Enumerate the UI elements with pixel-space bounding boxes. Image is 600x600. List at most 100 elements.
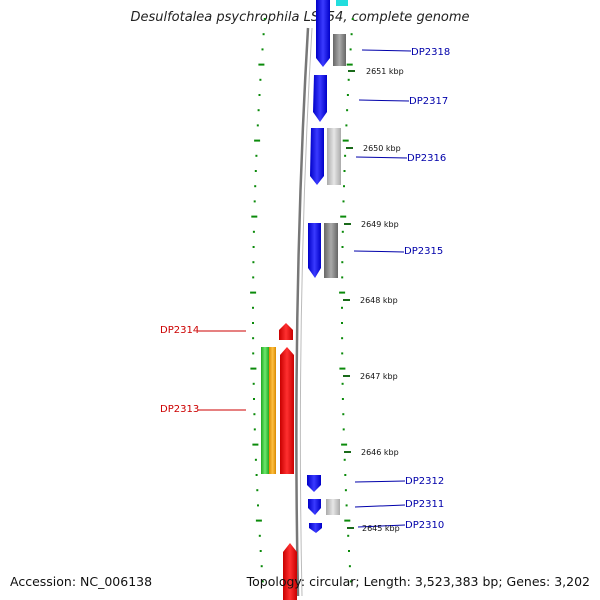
scale-ticks [343, 70, 355, 529]
gene-arrow-bottom [283, 543, 297, 600]
gene-label-dp2310[interactable]: DP2310 [405, 520, 444, 531]
guide-dot [341, 246, 344, 248]
guide-dot [253, 398, 255, 400]
grey-feature-1 [333, 34, 346, 66]
gene-arrow-dp2313 [280, 347, 294, 474]
genome-title: Desulfotalea psychrophila LSv54, complet… [130, 10, 470, 25]
guide-dot [257, 504, 259, 507]
genome-backbone [295, 27, 310, 597]
guide-dot [344, 154, 347, 157]
tick-label-2651: 2651 kbp [366, 67, 404, 76]
guide-dot [255, 474, 258, 476]
guide-dot [340, 215, 347, 218]
gene-arrow-dp2312 [307, 475, 321, 492]
guide-dot [254, 170, 257, 172]
reverse-leader-lines [198, 330, 246, 411]
guide-dot [252, 276, 255, 279]
tick-label-2649: 2649 kbp [361, 220, 399, 229]
guide-dot [344, 474, 347, 476]
guide-dot [252, 306, 254, 309]
tick-label-2645: 2645 kbp [362, 524, 400, 533]
guide-dot [341, 398, 344, 400]
gene-label-dp2318[interactable]: DP2318 [411, 47, 450, 58]
guide-dot [250, 367, 257, 370]
guide-dot [341, 443, 348, 446]
guide-dot [253, 200, 256, 203]
guide-dot [346, 109, 349, 112]
guide-dot [258, 94, 261, 96]
gene-label-dp2312[interactable]: DP2312 [405, 476, 444, 487]
gene-label-dp2316[interactable]: DP2316 [407, 153, 446, 164]
guide-dot [251, 215, 258, 218]
guide-dot [258, 534, 261, 537]
grey-feature-4 [326, 499, 340, 515]
guide-dot [252, 322, 254, 324]
guide-dot [348, 550, 350, 552]
guide-dot [346, 63, 353, 66]
guide-dot [342, 413, 345, 416]
guide-dot [346, 94, 349, 96]
guide-dot [257, 109, 260, 112]
green-feature [261, 347, 269, 474]
guide-dot [341, 322, 343, 324]
gene-arrow-dp2314 [279, 323, 293, 340]
tick-label-2646: 2646 kbp [361, 448, 399, 457]
guide-dot [252, 337, 255, 340]
guide-dot [254, 185, 257, 188]
guide-dot [350, 33, 353, 36]
guide-dot [259, 78, 262, 81]
guide-dot [252, 382, 255, 385]
guide-dot [342, 428, 345, 431]
guide-dot [253, 428, 256, 431]
guide-dot [345, 124, 348, 127]
guide-dot [344, 519, 351, 522]
guide-dots-right [339, 18, 354, 583]
genome-backbone-inner [299, 27, 313, 597]
guide-dot [341, 382, 344, 385]
guide-dot [255, 519, 262, 522]
guide-dot [349, 48, 352, 51]
guide-dot [250, 291, 257, 294]
guide-dot [252, 230, 255, 233]
guide-dot [254, 139, 261, 142]
guide-dot [341, 276, 344, 279]
guide-dot [262, 33, 265, 36]
guide-dot [341, 337, 344, 340]
guide-dot [254, 458, 257, 461]
guide-dot [263, 18, 266, 20]
guide-dot [347, 78, 350, 81]
guide-dots-left [250, 18, 266, 583]
gene-arrow-dp2310 [309, 523, 322, 533]
guide-dot [252, 352, 255, 355]
guide-dot [341, 230, 344, 233]
guide-dot [261, 580, 264, 583]
guide-dot [348, 565, 351, 568]
guide-dot [261, 48, 264, 51]
gene-label-dp2313[interactable]: DP2313 [160, 404, 199, 415]
gene-label-dp2311[interactable]: DP2311 [405, 499, 444, 510]
guide-dot [343, 170, 346, 172]
cyan-feature [336, 0, 348, 6]
guide-dot [347, 534, 350, 537]
gene-label-dp2317[interactable]: DP2317 [409, 96, 448, 107]
forward-leader-lines [353, 49, 412, 528]
guide-dot [259, 550, 262, 552]
guide-dot [252, 443, 259, 446]
gene-label-dp2314[interactable]: DP2314 [160, 325, 199, 336]
tick-label-2648: 2648 kbp [360, 296, 398, 305]
gene-arrow-dp2315 [308, 223, 321, 278]
guide-dot [256, 489, 259, 492]
guide-dot [344, 489, 347, 492]
guide-dot [255, 154, 258, 157]
accession-label: Accession: NC_006138 [10, 574, 153, 589]
guide-dot [341, 352, 344, 355]
guide-dot [341, 261, 344, 264]
guide-dot [252, 261, 255, 264]
gene-label-dp2315[interactable]: DP2315 [404, 246, 443, 257]
guide-dot [349, 580, 352, 583]
guide-dot [252, 246, 255, 248]
guide-dot [351, 18, 354, 20]
guide-dot [342, 200, 345, 203]
topology-label: Topology: circular; Length: 3,523,383 bp… [246, 574, 590, 589]
